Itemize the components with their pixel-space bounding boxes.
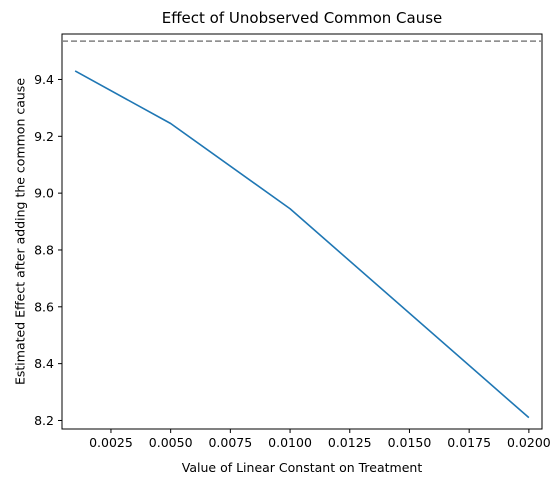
y-tick-label: 8.6 <box>34 299 54 314</box>
y-tick-label: 9.4 <box>34 72 54 87</box>
x-tick-label: 0.0100 <box>268 435 312 450</box>
x-tick-label: 0.0150 <box>388 435 432 450</box>
x-tick-label: 0.0200 <box>507 435 551 450</box>
y-tick-label: 8.8 <box>34 242 54 257</box>
x-axis-ticks: 0.0025 0.0050 0.0075 0.0100 0.0125 0.0150 0.01… <box>89 429 551 450</box>
x-axis-label: Value of Linear Constant on Treatment <box>182 460 423 475</box>
y-axis-ticks: 8.2 8.4 8.6 8.8 9.0 9.2 9.4 <box>34 72 62 428</box>
series-line-1 <box>74 70 530 419</box>
x-tick-label: 0.0125 <box>328 435 372 450</box>
y-tick-label: 8.2 <box>34 413 54 428</box>
chart-title: Effect of Unobserved Common Cause <box>162 9 443 27</box>
y-tick-label: 9.0 <box>34 186 54 201</box>
x-tick-label: 0.0050 <box>149 435 193 450</box>
y-tick-label: 8.4 <box>34 356 54 371</box>
x-tick-label: 0.0175 <box>447 435 491 450</box>
plot-area-frame <box>61 33 543 430</box>
y-tick-label: 9.2 <box>34 129 54 144</box>
y-axis-label: Estimated Effect after adding the common… <box>12 78 27 385</box>
x-tick-label: 0.0025 <box>89 435 133 450</box>
series-layer <box>74 70 530 419</box>
x-tick-label: 0.0075 <box>208 435 252 450</box>
